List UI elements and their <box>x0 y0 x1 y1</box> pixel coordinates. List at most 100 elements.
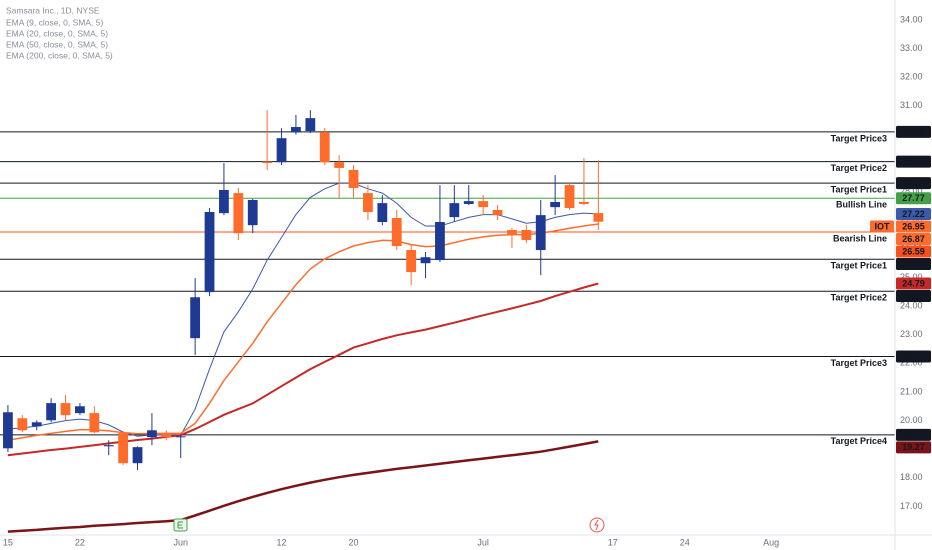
candle-body <box>31 422 42 427</box>
candle-body <box>204 211 215 293</box>
ema-line <box>7 282 599 457</box>
candle-body <box>377 203 388 223</box>
price-tag <box>896 290 931 303</box>
price-tag <box>896 245 931 258</box>
level-label: Bullish Line <box>836 200 887 210</box>
candle-body <box>46 403 57 421</box>
x-tick-label: 17 <box>608 537 618 547</box>
earnings-icon <box>173 518 188 532</box>
ema-line <box>7 182 599 437</box>
candle-body <box>161 433 172 438</box>
x-tick-label: 22 <box>75 537 85 547</box>
legend-entry: EMA (20, close, 0, SMA, 5) <box>6 28 108 38</box>
price-tag-label: 29.05 <box>902 157 925 167</box>
y-tick-label: 25.00 <box>900 272 923 282</box>
candle-body <box>463 201 474 204</box>
price-tag-label: 26.87 <box>902 234 925 244</box>
candle-body <box>420 257 431 264</box>
level-label: Target Price2 <box>831 293 887 303</box>
candle-body <box>319 132 330 163</box>
y-tick-label: 18.00 <box>900 472 923 482</box>
y-tick-label: 31.00 <box>900 100 923 110</box>
ema-line <box>7 440 599 533</box>
legend-entry: EMA (9, close, 0, SMA, 5) <box>6 17 103 27</box>
candle-body <box>435 222 445 261</box>
candle-body <box>535 215 546 251</box>
price-tag-label: 19.50 <box>902 430 925 440</box>
price-tag-label: 24.79 <box>902 278 925 288</box>
level-label: Target Price3 <box>831 358 887 368</box>
candle-body <box>593 213 604 222</box>
y-tick-label: 17.00 <box>900 501 923 511</box>
candle-body <box>190 297 201 339</box>
level-label: Target Price1 <box>831 184 887 194</box>
candle-body <box>406 250 417 273</box>
legend-entry: EMA (200, close, 0, SMA, 5) <box>6 50 113 60</box>
price-tag <box>896 177 931 190</box>
candle-body <box>3 412 13 449</box>
price-tag <box>896 125 931 138</box>
x-tick-label: 20 <box>349 537 359 547</box>
candle-body <box>262 161 273 164</box>
price-tag <box>896 428 931 441</box>
price-tag-label: 30.09 <box>902 127 925 137</box>
dividend-icon <box>589 517 605 533</box>
y-tick-label: 22.00 <box>900 358 923 368</box>
price-tag <box>896 192 931 205</box>
candle-body <box>478 201 489 208</box>
price-tag-label: 19.27 <box>902 442 925 452</box>
candle-body <box>507 230 517 236</box>
candle-body <box>132 447 143 464</box>
x-tick-label: Aug <box>763 537 779 547</box>
level-label: Target Price4 <box>831 436 887 446</box>
price-tag-label: 24.52 <box>902 291 925 301</box>
candle-body <box>579 201 589 204</box>
candle-body <box>75 406 85 414</box>
candle-body <box>363 193 373 212</box>
price-tag-label: 26.95 <box>902 221 925 231</box>
level-label: Bearish Line <box>833 233 887 243</box>
price-tag <box>896 208 931 220</box>
candle-body <box>219 189 229 214</box>
price-tag <box>896 350 931 363</box>
candle-body <box>348 169 359 188</box>
level-label: Target Price3 <box>831 133 887 143</box>
candle-body <box>564 185 575 208</box>
y-tick-label: 34.00 <box>900 14 923 24</box>
ema-line <box>7 223 599 442</box>
symbol-tag-label: IOT <box>875 221 891 231</box>
level-label: Target Price2 <box>831 163 887 173</box>
chart-title: Samsara Inc., 1D, NYSE <box>6 5 100 15</box>
y-tick-label: 28.00 <box>900 186 923 196</box>
x-tick-label: Jun <box>173 537 188 547</box>
y-tick-label: 24.00 <box>900 300 923 310</box>
price-tag <box>896 233 931 245</box>
x-tick-label: 15 <box>3 537 13 547</box>
candle-body <box>305 118 316 132</box>
candle-body <box>147 430 157 438</box>
price-tag <box>896 258 931 270</box>
candle-body <box>17 418 28 431</box>
legend-entry: EMA (50, close, 0, SMA, 5) <box>6 39 108 49</box>
price-tag-label: 25.64 <box>902 259 925 269</box>
candle-body <box>492 209 503 216</box>
price-tag-label: 26.59 <box>902 246 925 256</box>
symbol-tag <box>870 220 894 233</box>
price-tag-label: 22.24 <box>902 351 925 361</box>
plot-area <box>0 110 895 533</box>
x-tick-label: Jul <box>477 537 489 547</box>
price-tag-label: 28.30 <box>902 178 925 188</box>
candle-body <box>60 403 71 416</box>
candle-body <box>449 203 460 218</box>
y-tick-label: 23.00 <box>900 329 923 339</box>
candle-body <box>521 230 532 241</box>
candle-body <box>118 433 129 464</box>
price-tag <box>896 155 931 168</box>
y-tick-label: 20.00 <box>900 415 923 425</box>
candle-body <box>334 162 345 168</box>
candle-body <box>276 138 287 163</box>
price-tag <box>896 277 931 290</box>
candle-body <box>89 413 100 433</box>
y-tick-label: 21.00 <box>900 386 923 396</box>
